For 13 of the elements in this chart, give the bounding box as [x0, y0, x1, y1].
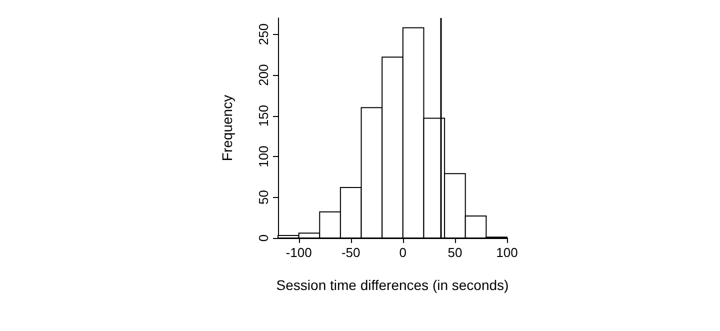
y-tick-label: 250 — [256, 23, 271, 46]
y-tick-label: 150 — [256, 104, 271, 127]
y-axis-title: Frequency — [219, 94, 235, 162]
x-tick-label: 50 — [448, 245, 462, 260]
x-tick-label: 100 — [496, 245, 518, 260]
y-tick-label: 0 — [256, 234, 271, 242]
y-tick-label: 100 — [256, 146, 271, 168]
y-tick-label: 50 — [256, 190, 271, 204]
x-axis-title: Session time differences (in seconds) — [276, 277, 509, 293]
y-tick-label: 200 — [256, 64, 271, 86]
x-tick-label: 0 — [399, 245, 407, 260]
x-tick-label: -100 — [286, 245, 312, 260]
x-tick-label: -50 — [341, 245, 360, 260]
